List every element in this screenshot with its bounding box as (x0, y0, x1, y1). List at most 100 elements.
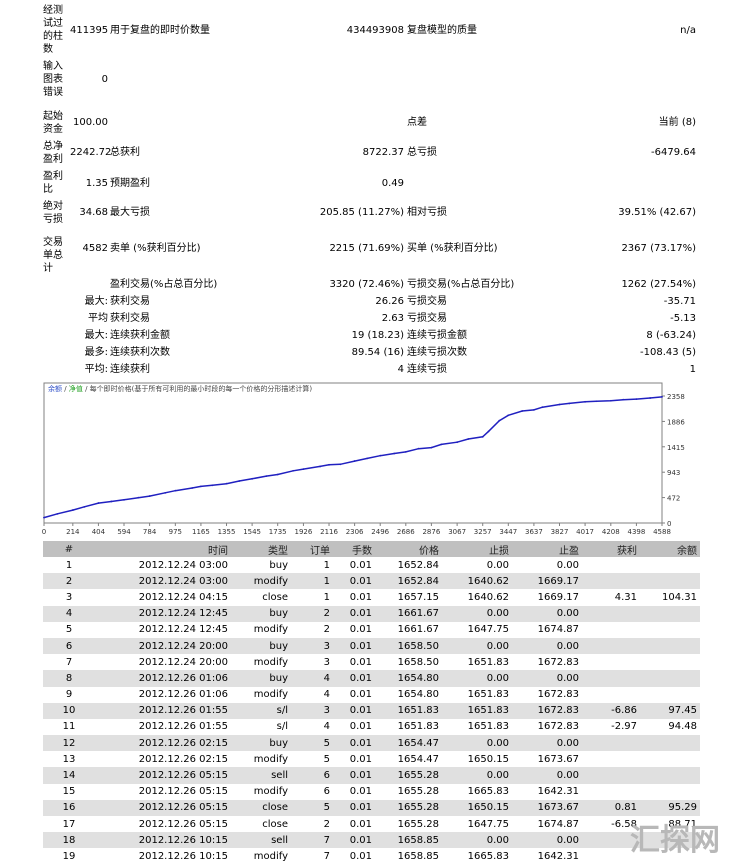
table-cell: 1672.83 (537, 689, 579, 701)
summary-label: 绝对亏损 (43, 201, 63, 225)
table-cell: 1640.62 (442, 573, 512, 590)
balance-point (417, 447, 420, 450)
table-cell: buy (231, 670, 291, 687)
table-cell: 0.01 (333, 735, 375, 752)
table-cell (582, 605, 640, 622)
balance-point (71, 509, 74, 511)
table-cell: 9 (65, 689, 73, 701)
table-cell: 2012.12.26 10:15 (95, 832, 231, 849)
table-cell: 0.81 (582, 799, 640, 816)
table-cell: 2012.12.26 05:15 (95, 767, 231, 784)
table-cell: 104.31 (662, 591, 697, 603)
balance-point (319, 465, 322, 468)
table-cell: 1655.28 (397, 818, 439, 830)
table-cell: 0.00 (512, 670, 582, 687)
table-cell: buy (231, 605, 291, 622)
summary-value: 100.00 (73, 117, 108, 128)
table-cell (640, 557, 700, 573)
y-tick-label: 1415 (667, 444, 685, 452)
balance-point (83, 505, 86, 508)
balance-point (558, 403, 561, 406)
table-cell: close (231, 799, 291, 816)
balance-point (97, 502, 100, 504)
balance-point (379, 454, 382, 457)
table-row: 2 2012.12.24 03:00 modify 1 0.01 1652.84 1640.… (43, 573, 700, 590)
table-cell (640, 637, 700, 655)
summary-value-2: 3320 (72.46%) (329, 279, 404, 290)
summary-value: 4582 (82, 243, 108, 254)
summary-label-3: 买单 (%获利百分比) (407, 243, 498, 254)
x-tick-label: 4017 (576, 528, 594, 536)
table-row: 12 2012.12.26 02:15 buy 5 0.01 1654.47 0.00 0.0… (43, 735, 700, 752)
table-cell: 1651.83 (467, 689, 509, 701)
table-cell: buy (231, 735, 291, 752)
summary-label: 输入图表错误 (43, 61, 63, 98)
balance-point (498, 419, 501, 422)
summary-value-2: 205.85 (11.27%) (319, 207, 404, 218)
summary-label-3: 亏损交易 (407, 296, 447, 307)
summary-label-3: 亏损交易 (407, 313, 447, 324)
x-tick-label: 404 (92, 528, 106, 536)
summary-value-3: n/a (680, 25, 696, 36)
table-cell (582, 751, 640, 767)
balance-point (174, 489, 177, 492)
y-tick-label: 0 (667, 520, 671, 528)
x-tick-label: 3637 (525, 528, 543, 536)
table-cell: 0.00 (512, 735, 582, 752)
table-cell: 1661.67 (397, 624, 439, 636)
table-row: 17 2012.12.26 05:15 close 2 0.01 1655.28 1647.… (43, 816, 700, 832)
table-cell: 2012.12.26 01:55 (138, 721, 228, 733)
table-cell: 2012.12.26 02:15 (138, 753, 228, 765)
table-cell (582, 557, 640, 573)
table-cell: 1669.17 (512, 573, 582, 590)
table-cell: 1642.31 (537, 850, 579, 862)
table-cell: 1650.15 (442, 799, 512, 816)
table-cell: 0.01 (349, 624, 372, 636)
table-cell: 1640.62 (467, 591, 509, 603)
table-cell: 1673.67 (537, 753, 579, 765)
x-tick-label: 4208 (602, 528, 620, 536)
x-tick-label: 1926 (295, 528, 313, 536)
table-cell: 5 (291, 799, 333, 816)
summary-label: 经测试过的柱数 (43, 5, 63, 55)
table-cell: 1651.83 (442, 702, 512, 719)
balance-point (339, 463, 342, 466)
x-tick-label: 1165 (192, 528, 210, 536)
table-cell: 88.71 (668, 818, 697, 830)
balance-point (568, 402, 571, 405)
summary-label-2: 获利交易 (110, 296, 150, 307)
table-cell: 1647.75 (467, 624, 509, 636)
table-row: 4 2012.12.24 12:45 buy 2 0.01 1661.67 0.00 0.00 (43, 605, 700, 622)
table-cell: 0.01 (349, 656, 372, 668)
table-cell: 2012.12.26 10:15 (138, 850, 228, 862)
table-cell: 0.01 (349, 591, 372, 603)
table-cell: 1 (323, 559, 330, 571)
balance-point (430, 446, 433, 449)
table-cell: 2012.12.26 05:15 (95, 799, 231, 816)
summary-value-2: 26.26 (375, 296, 404, 307)
summary-label: 总净盈利 (43, 141, 63, 165)
table-cell: 1 (291, 573, 333, 590)
table-cell: 1657.15 (397, 591, 439, 603)
summary-prefix: 最大: (84, 330, 108, 341)
table-cell: 0.01 (349, 689, 372, 701)
table-cell: 0.00 (512, 637, 582, 655)
y-tick-label: 2358 (667, 393, 685, 401)
balance-point (56, 512, 59, 515)
table-cell: s/l (276, 721, 288, 733)
table-row: 10 2012.12.26 01:55 s/l 3 0.01 1651.83 1651.83… (43, 702, 700, 719)
table-cell (582, 654, 640, 670)
table-cell: 3 (291, 637, 333, 655)
table-cell: 1651.83 (467, 721, 509, 733)
x-tick-label: 2116 (320, 528, 338, 536)
column-header: 类型 (231, 541, 291, 557)
summary-label-3: 连续亏损 (407, 364, 447, 375)
table-cell: 1642.31 (537, 786, 579, 798)
table-cell: 6 (323, 786, 330, 798)
table-cell: modify (231, 573, 291, 590)
summary-value: 1.35 (85, 178, 108, 189)
table-cell: 2 (43, 573, 95, 590)
table-cell: 1654.47 (375, 735, 442, 752)
table-cell: 18 (43, 832, 95, 849)
table-cell: 6 (291, 767, 333, 784)
